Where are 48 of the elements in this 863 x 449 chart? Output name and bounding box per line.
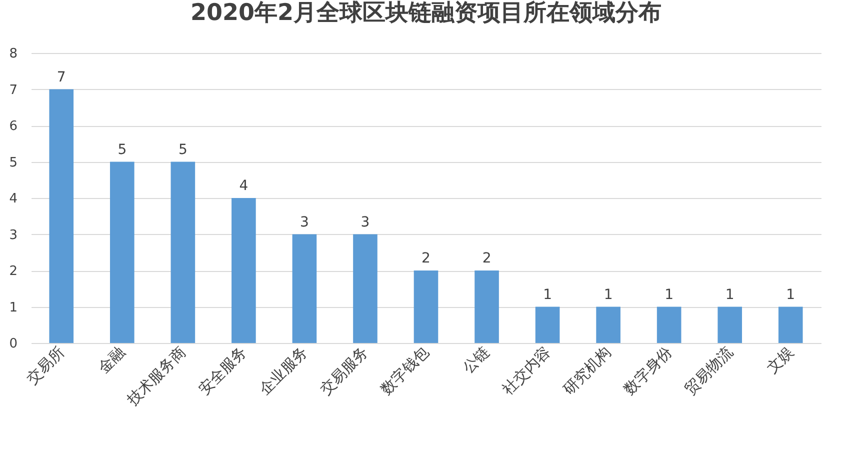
y-tick-label: 5 (9, 155, 18, 170)
x-tick-label: 数字钱包 (377, 343, 432, 398)
bar (414, 270, 438, 343)
x-tick-label: 数字身份 (620, 343, 676, 398)
x-tick-label: 公链 (459, 343, 494, 378)
x-tick-label: 文娱 (763, 343, 797, 378)
data-label: 5 (118, 142, 127, 158)
y-tick-label: 2 (9, 264, 18, 279)
y-tick-label: 7 (9, 82, 18, 98)
data-label: 1 (725, 286, 734, 303)
x-tick-label: 企业服务 (256, 343, 311, 398)
y-tick-label: 6 (9, 119, 18, 134)
bar (656, 306, 682, 343)
data-label: 1 (543, 286, 552, 303)
y-tick-label: 3 (9, 228, 18, 243)
data-label: 5 (178, 142, 188, 158)
bar (353, 234, 378, 343)
data-label: 1 (786, 286, 796, 303)
data-label: 3 (360, 214, 370, 230)
bar (474, 270, 499, 343)
data-label: 7 (56, 69, 66, 86)
y-tick-label: 1 (9, 300, 18, 316)
y-tick-label: 4 (9, 192, 18, 206)
bar (596, 306, 620, 343)
x-tick-label: 交易服务 (316, 343, 372, 398)
bar (535, 306, 560, 343)
data-label: 1 (664, 286, 674, 303)
bar (110, 162, 134, 343)
bar (170, 162, 196, 343)
y-tick-label: 0 (9, 336, 18, 352)
x-tick-label: 研究机构 (560, 343, 615, 398)
chart-title: 2020年2月全球区块链融资项目所在领域分布 (190, 0, 662, 26)
x-tick-label: 交易所 (23, 343, 68, 388)
bar (232, 198, 256, 343)
data-label: 2 (482, 250, 492, 266)
x-tick-label: 安全服务 (194, 343, 250, 398)
bar (49, 89, 74, 343)
data-label: 1 (604, 286, 613, 303)
data-label: 3 (300, 214, 309, 230)
x-tick-label: 金融 (94, 343, 129, 378)
bar (292, 234, 317, 343)
x-tick-label: 贸易物流 (681, 343, 736, 398)
x-tick-label: 社交内容 (498, 343, 554, 398)
data-label: 4 (239, 178, 248, 194)
data-label: 2 (422, 250, 430, 266)
bar (718, 306, 742, 343)
bar (778, 306, 803, 343)
y-tick-label: 8 (9, 46, 18, 62)
